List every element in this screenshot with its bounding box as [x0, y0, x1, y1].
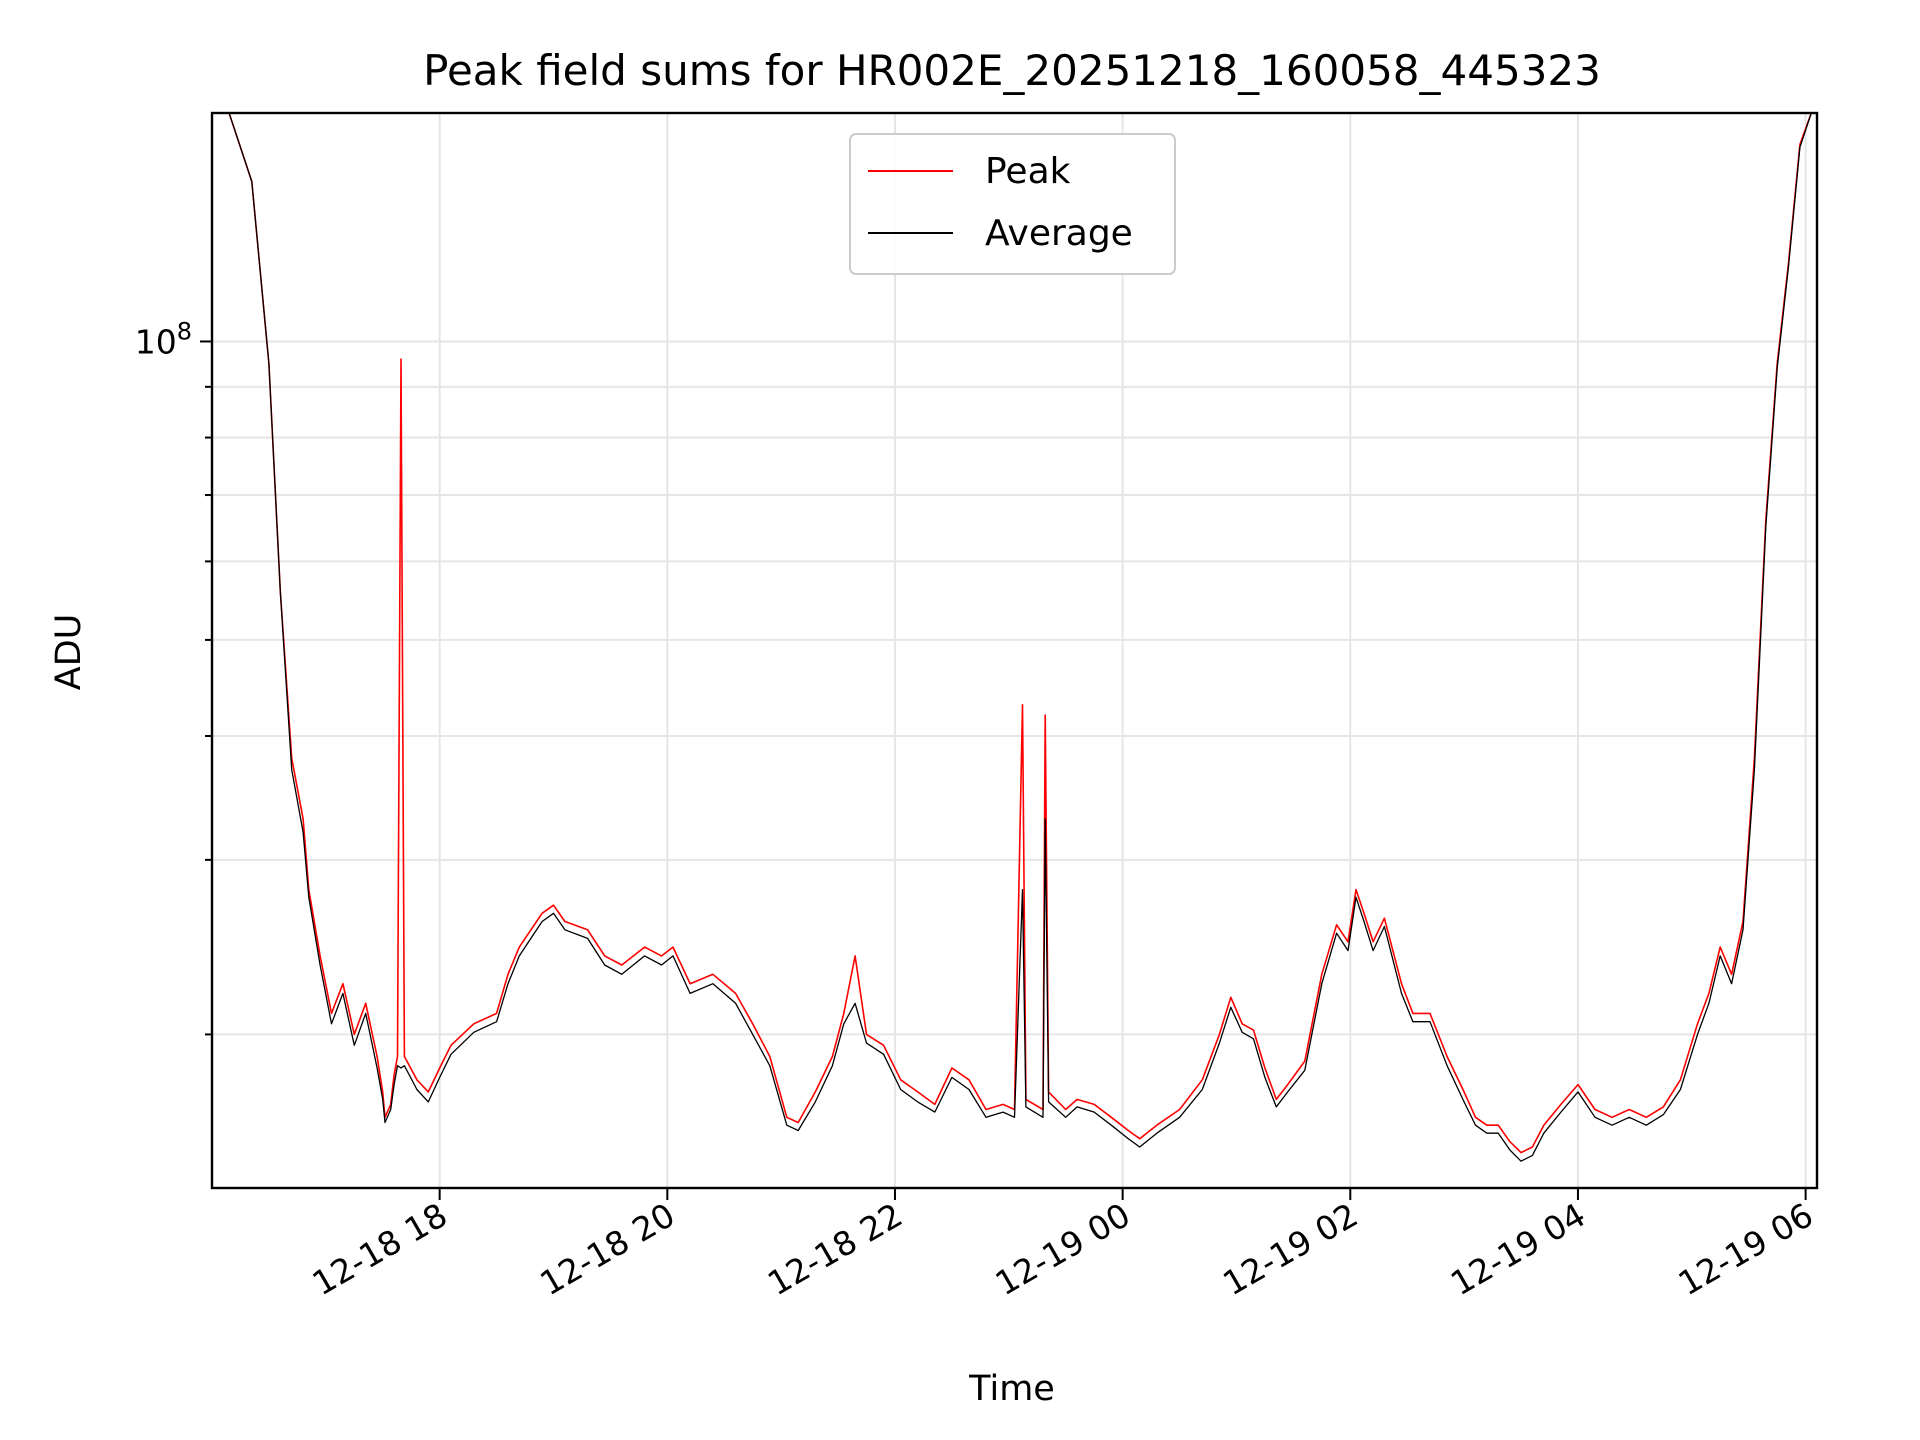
chart-title: Peak field sums for HR002E_20251218_1600… [423, 46, 1601, 95]
legend-label-average: Average [985, 213, 1133, 254]
y-axis-label: ADU [49, 614, 89, 691]
plot-frame [210, 111, 1819, 1190]
legend-box [849, 133, 1176, 275]
grid-layer [212, 113, 1817, 1188]
series-line-average [228, 112, 1812, 1162]
x-axis-label: Time [968, 1369, 1055, 1409]
legend-label-peak: Peak [985, 151, 1071, 192]
y-tick-label: 108 [135, 317, 192, 361]
series-layer [228, 112, 1813, 1162]
series-line-peak [228, 112, 1813, 1154]
legend: Peak Average [849, 133, 1176, 275]
